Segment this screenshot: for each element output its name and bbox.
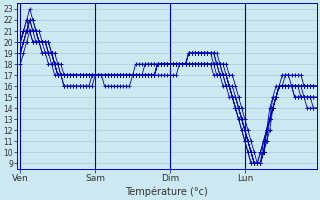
X-axis label: Température (°c): Température (°c): [125, 186, 208, 197]
